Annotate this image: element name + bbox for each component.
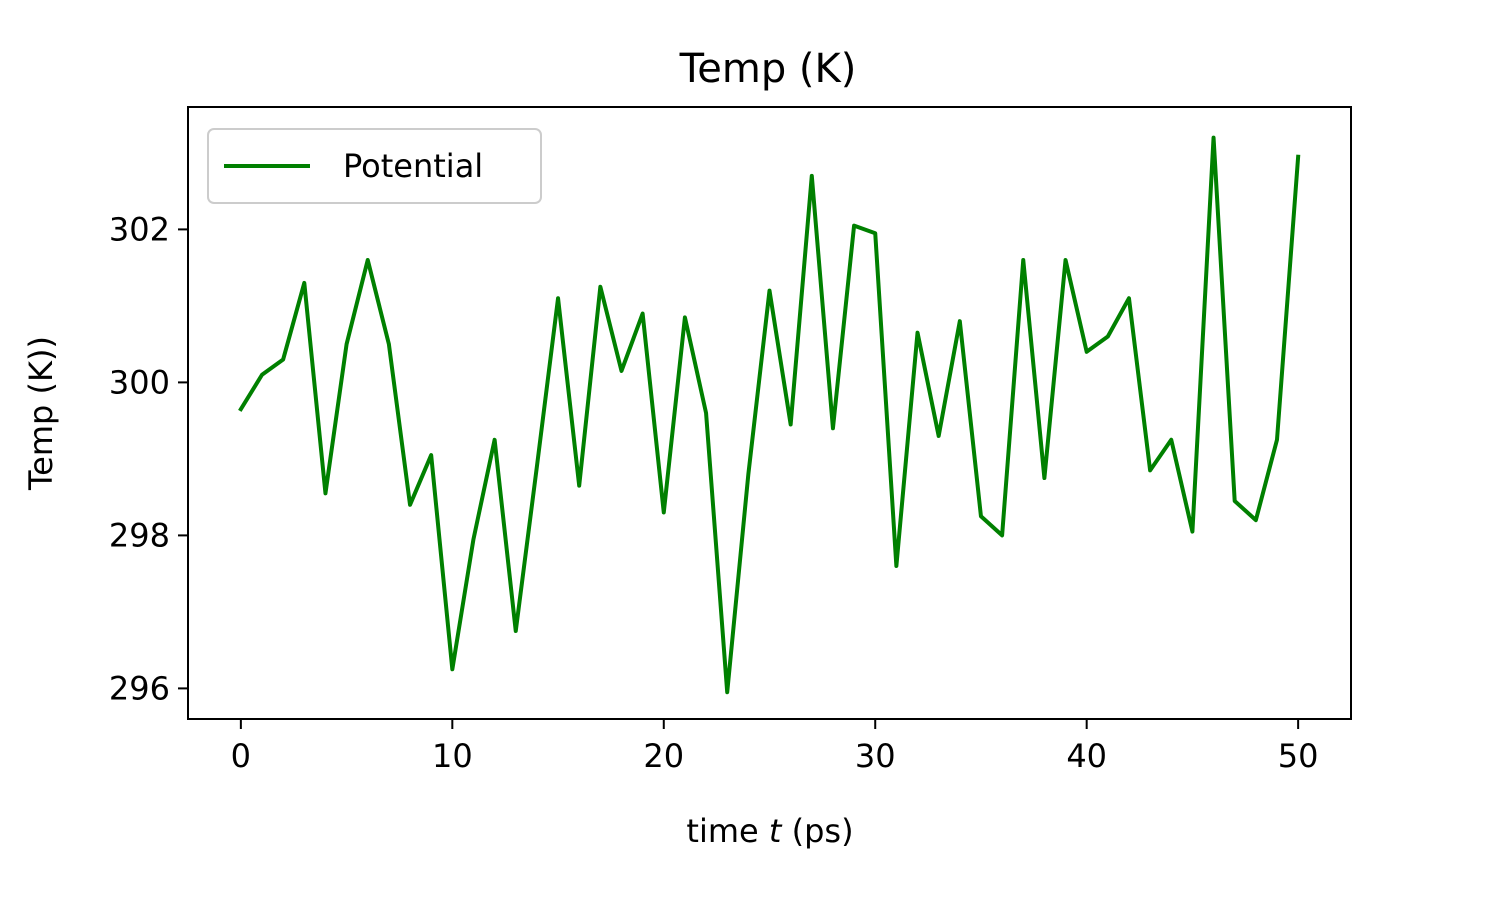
x-tick-label: 30	[855, 737, 896, 775]
series-line-0	[238, 135, 1301, 695]
x-tick-label: 50	[1278, 737, 1319, 775]
x-axis-label-variable: t	[769, 812, 783, 850]
legend: Potential	[207, 128, 542, 204]
x-axis-label-prefix: time	[686, 812, 768, 850]
series-layer	[238, 135, 1301, 695]
chart-title: Temp (K)	[679, 46, 857, 92]
x-axis: 0 10 20 30 40 50	[231, 719, 1319, 775]
x-tick-label: 40	[1066, 737, 1107, 775]
y-tick-label: 296	[109, 669, 170, 707]
y-axis: 296 298 300 302	[109, 210, 188, 707]
x-tick-label: 0	[231, 737, 251, 775]
y-tick-label: 302	[109, 210, 170, 248]
legend-box	[207, 128, 542, 204]
y-axis-label: Temp (K))	[22, 336, 60, 491]
x-tick-label: 20	[643, 737, 684, 775]
y-tick-label: 300	[109, 363, 170, 401]
plot-area	[187, 106, 1352, 720]
legend-label: Potential	[343, 147, 483, 185]
y-tick-label: 298	[109, 516, 170, 554]
x-axis-label-suffix: (ps)	[781, 812, 853, 850]
plot-background	[188, 107, 1351, 719]
plot-frame	[187, 106, 1352, 720]
x-tick-label: 10	[432, 737, 473, 775]
x-axis-label: time t (ps)	[686, 812, 853, 850]
